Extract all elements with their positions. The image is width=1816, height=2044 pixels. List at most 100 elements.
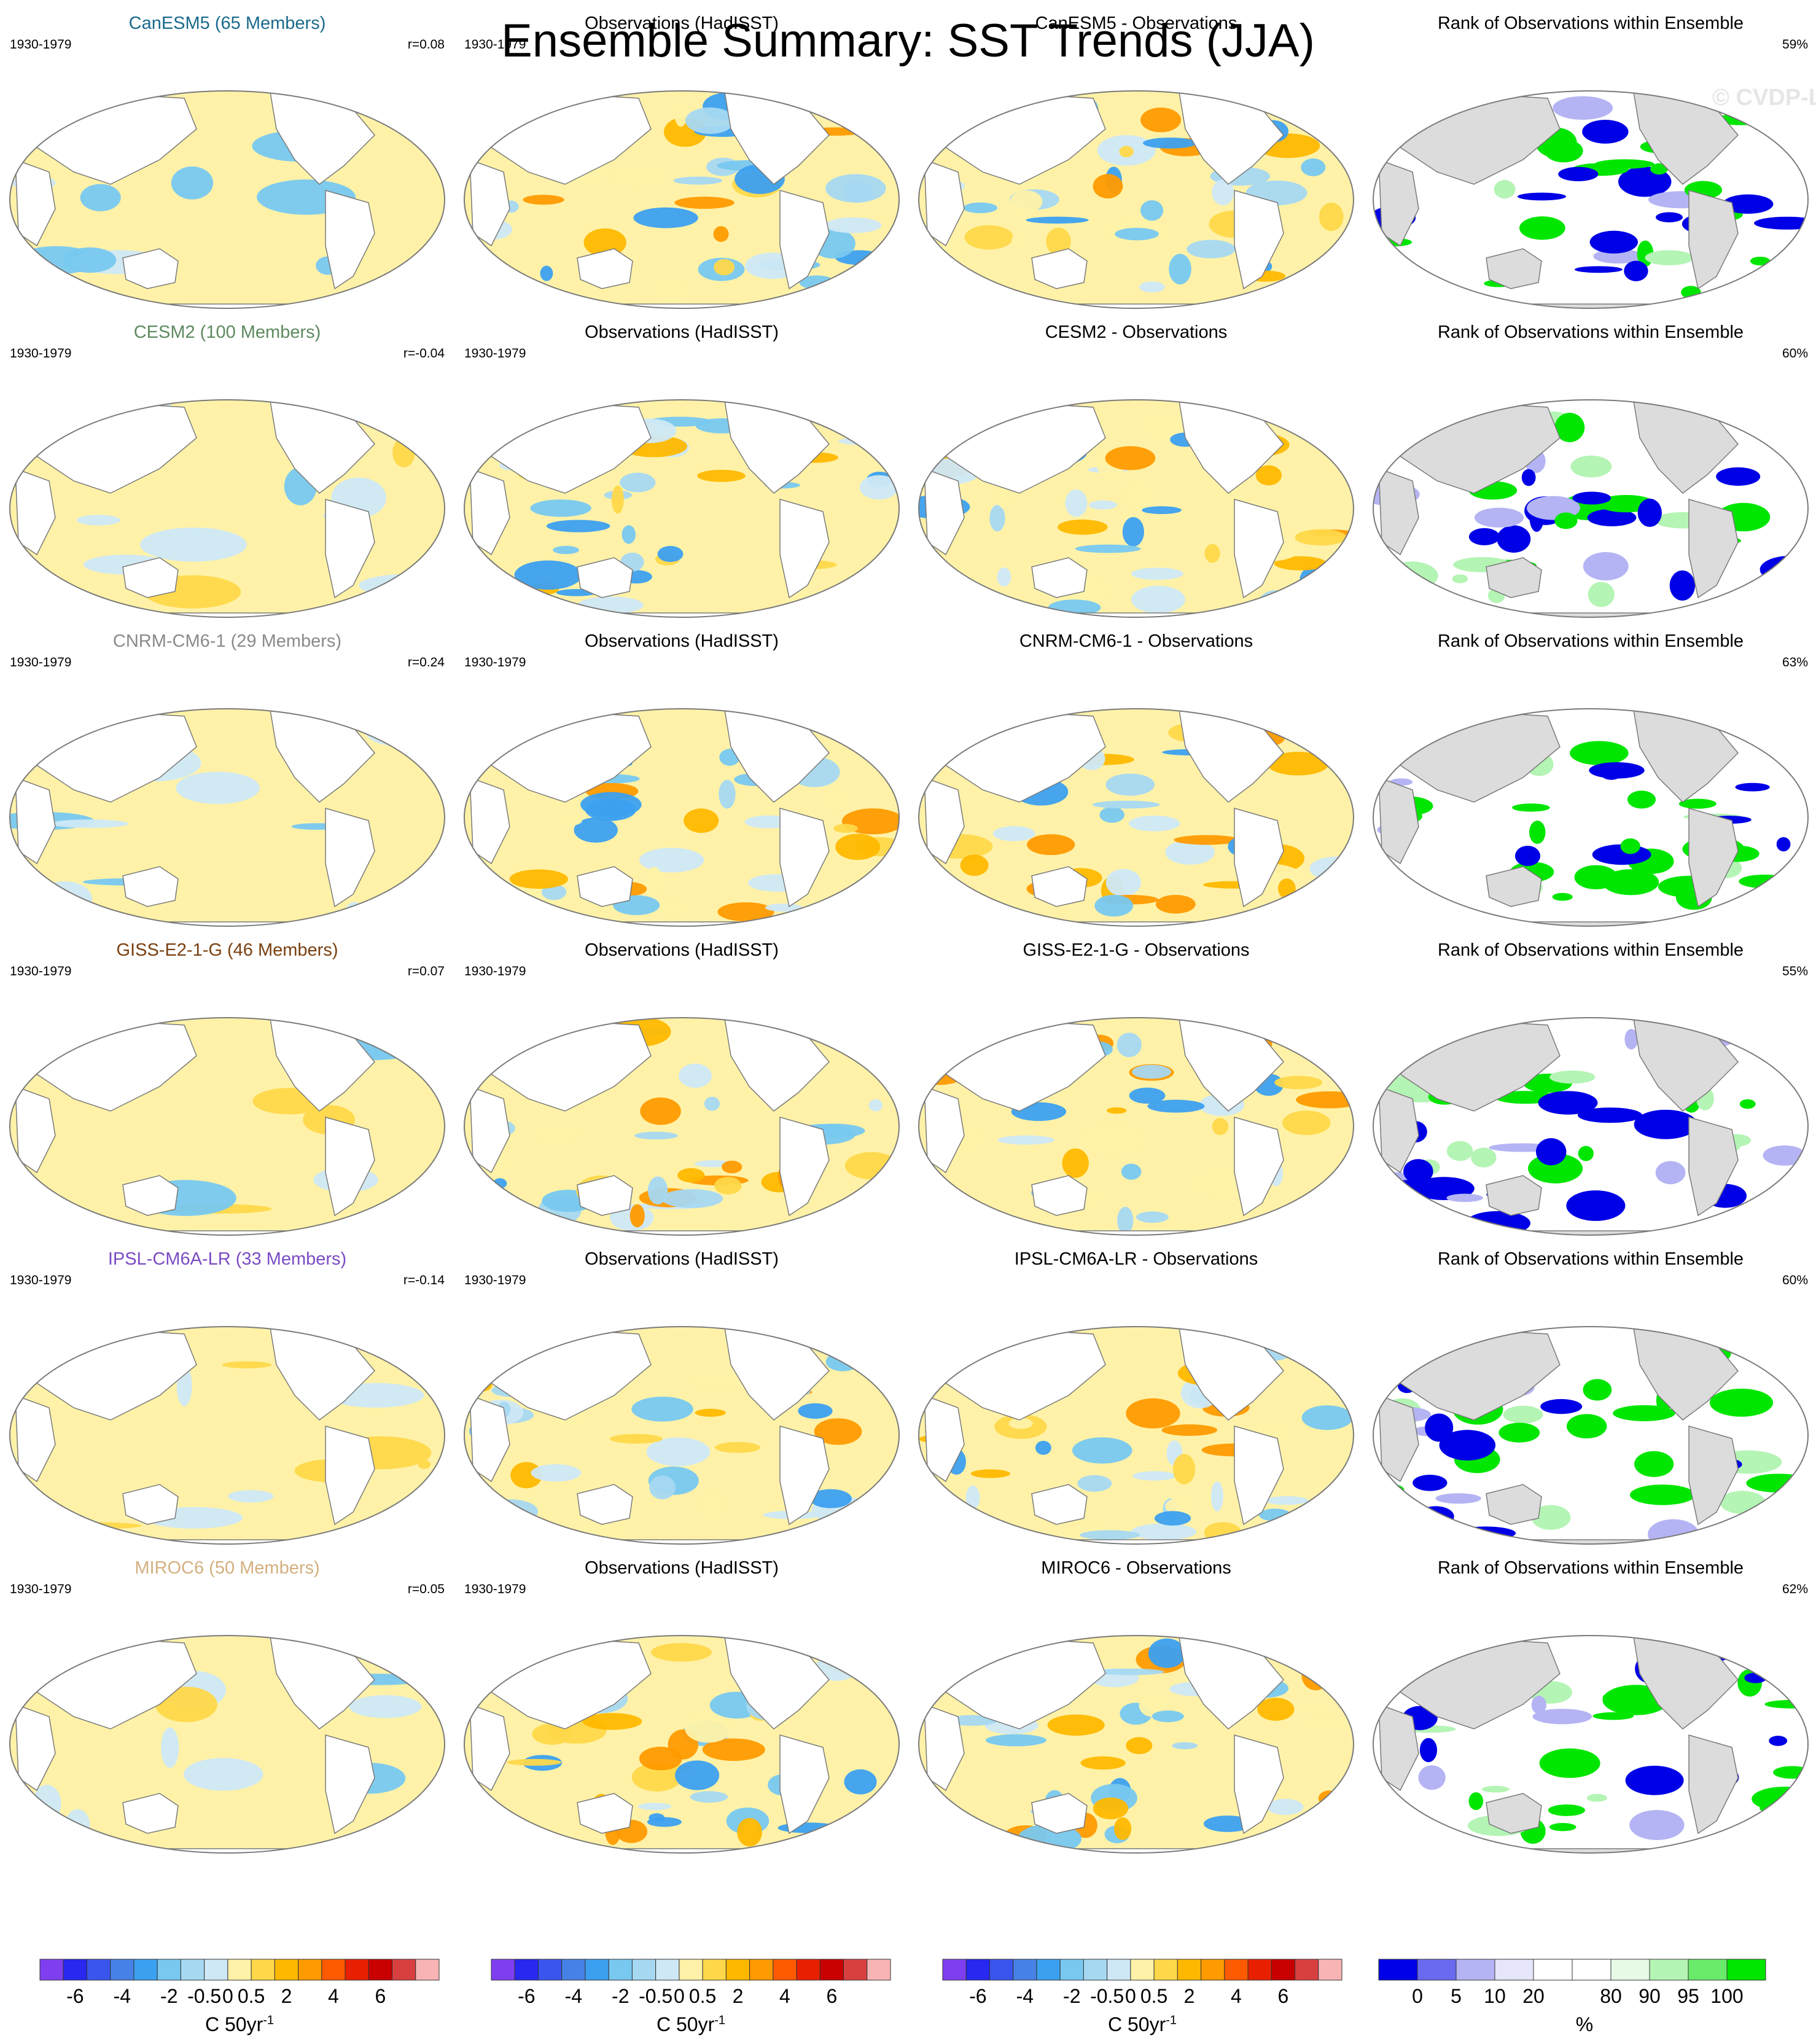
- watermark: © CVDP-LE: [1712, 85, 1816, 111]
- globe-outline: [9, 399, 445, 618]
- panel-observations-row-2: Observations (HadISST) 1930-1979: [454, 309, 909, 618]
- field-obs: [919, 91, 1354, 308]
- colorbar-box: [867, 1959, 891, 1981]
- pattern-correlation: r=0.24: [407, 655, 445, 669]
- colorbar-tick-label: -0.5: [639, 1985, 673, 2007]
- colorbar-box: [1688, 1959, 1728, 1981]
- rank-percent: 60%: [1782, 1273, 1808, 1287]
- colorbar-box: [1107, 1959, 1131, 1981]
- colorbar-difference: -6 -4 -2 -0.5 0 0.5 2 4 6 C 50yr-1: [915, 1953, 1370, 2039]
- panel-title: Observations (HadISST): [585, 322, 779, 342]
- colorbar-box: [392, 1959, 416, 1981]
- field-rank: [1373, 400, 1808, 617]
- panel-rank-row-3: Rank of Observations within Ensemble 63%: [1363, 618, 1816, 927]
- colorbar-box: [1271, 1959, 1296, 1981]
- period-label: 1930-1979: [10, 1273, 72, 1287]
- globe-outline: [9, 708, 445, 927]
- colorbar-tick-label: 2: [732, 1985, 744, 2007]
- globe-outline: [464, 708, 900, 927]
- colorbar-units-text: C 50yr: [656, 2013, 715, 2035]
- period-label: 1930-1979: [10, 1582, 72, 1596]
- colorbar-box: [133, 1959, 158, 1981]
- colorbar-units-exponent: -1: [714, 2013, 726, 2027]
- panel-model-mean-row-3: CNRM-CM6-1 (29 Members) 1930-1979 r=0.24: [0, 618, 454, 927]
- period-label: 1930-1979: [10, 37, 72, 52]
- colorbar-tick-label: -4: [564, 1985, 583, 2007]
- globe-outline: [1373, 1326, 1809, 1545]
- colorbar-box: [1224, 1959, 1249, 1981]
- panel-title: GISS-E2-1-G (46 Members): [116, 940, 338, 960]
- rank-percent: 59%: [1782, 37, 1808, 52]
- globe-outline: [1373, 1017, 1809, 1236]
- globe-map: [918, 1326, 1354, 1545]
- colorbar-box: [298, 1959, 322, 1981]
- colorbar-box: [204, 1959, 228, 1981]
- colorbar-box: [1130, 1959, 1155, 1981]
- panel-title: MIROC6 - Observations: [1041, 1558, 1231, 1578]
- globe-map: [1373, 399, 1809, 618]
- panel-title: CNRM-CM6-1 - Observations: [1019, 631, 1253, 651]
- panel-rank-row-1: Rank of Observations within Ensemble 59%: [1363, 0, 1816, 309]
- colorbar-box: [1059, 1959, 1084, 1981]
- panel-rank-row-6: Rank of Observations within Ensemble 62%: [1363, 1545, 1816, 1854]
- field-rank: [1373, 1327, 1808, 1544]
- colorbar-box: [1726, 1959, 1766, 1981]
- panel-difference-row-1: CanESM5 - Observations: [909, 0, 1363, 309]
- panel-title: CESM2 (100 Members): [133, 322, 321, 342]
- panel-observations-row-1: Observations (HadISST) 1930-1979: [454, 0, 909, 309]
- colorbar-tick-label: 10: [1484, 1985, 1506, 2007]
- globe-outline: [1373, 399, 1809, 618]
- colorbar-box: [655, 1959, 680, 1981]
- period-label: 1930-1979: [464, 1273, 526, 1287]
- panel-observations-row-3: Observations (HadISST) 1930-1979: [454, 618, 909, 927]
- globe-outline: [9, 1017, 445, 1236]
- globe-map: [464, 90, 900, 309]
- colorbar-tick-label: 95: [1677, 1985, 1699, 2007]
- globe-map: [464, 708, 900, 927]
- pattern-correlation: r=0.05: [407, 1582, 445, 1596]
- colorbar-tick-label: 100: [1710, 1985, 1744, 2007]
- field-rank: [1373, 1636, 1808, 1853]
- field-model: [10, 400, 445, 617]
- colorbar-tick-label: 5: [1451, 1985, 1462, 2007]
- colorbar-tick-label: 6: [375, 1985, 386, 2007]
- period-label: 1930-1979: [464, 37, 526, 52]
- colorbar-tick-label: -4: [1016, 1985, 1034, 2007]
- colorbar-box: [274, 1959, 299, 1981]
- colorbar-box: [1036, 1959, 1061, 1981]
- globe-outline: [464, 1326, 900, 1545]
- panel-observations-row-6: Observations (HadISST) 1930-1979: [454, 1545, 909, 1854]
- colorbar-rank: 0 5 10 20 80 90 95 100%: [1357, 1953, 1812, 2039]
- panel-title: Observations (HadISST): [585, 940, 779, 960]
- colorbar-units-text: %: [1575, 2013, 1594, 2035]
- colorbar-box: [345, 1959, 369, 1981]
- colorbar-box: [86, 1959, 111, 1981]
- panel-observations-row-5: Observations (HadISST) 1930-1979: [454, 1236, 909, 1545]
- colorbar-box: [1456, 1959, 1495, 1981]
- globe-outline: [918, 1635, 1354, 1854]
- colorbar-box: [725, 1959, 750, 1981]
- colorbar-box: [321, 1959, 346, 1981]
- panel-title: Rank of Observations within Ensemble: [1437, 631, 1744, 651]
- colorbar-box: [702, 1959, 727, 1981]
- colorbar-box: [368, 1959, 393, 1981]
- colorbar-box: [157, 1959, 181, 1981]
- colorbar-box: [1153, 1959, 1178, 1981]
- globe-outline: [9, 90, 445, 309]
- panel-title: IPSL-CM6A-LR (33 Members): [107, 1249, 347, 1269]
- globe-map: [1373, 1017, 1809, 1236]
- globe-map: [918, 1635, 1354, 1854]
- panel-title: Rank of Observations within Ensemble: [1437, 1558, 1744, 1578]
- field-model: [10, 1636, 445, 1853]
- colorbar-box: [39, 1959, 64, 1981]
- globe-outline: [464, 399, 900, 618]
- globe-outline: [1373, 1635, 1809, 1854]
- colorbar-tick-label: 6: [826, 1985, 838, 2007]
- field-rank: [1373, 709, 1808, 926]
- period-label: 1930-1979: [10, 346, 72, 361]
- colorbar-model: -6 -4 -2 -0.5 0 0.5 2 4 6 C 50yr-1: [12, 1953, 467, 2039]
- colorbar-tick-label: 0: [222, 1985, 233, 2007]
- colorbar-box: [1649, 1959, 1689, 1981]
- colorbar-tick-label: 6: [1277, 1985, 1289, 2007]
- colorbar-tick-label: -6: [66, 1985, 84, 2007]
